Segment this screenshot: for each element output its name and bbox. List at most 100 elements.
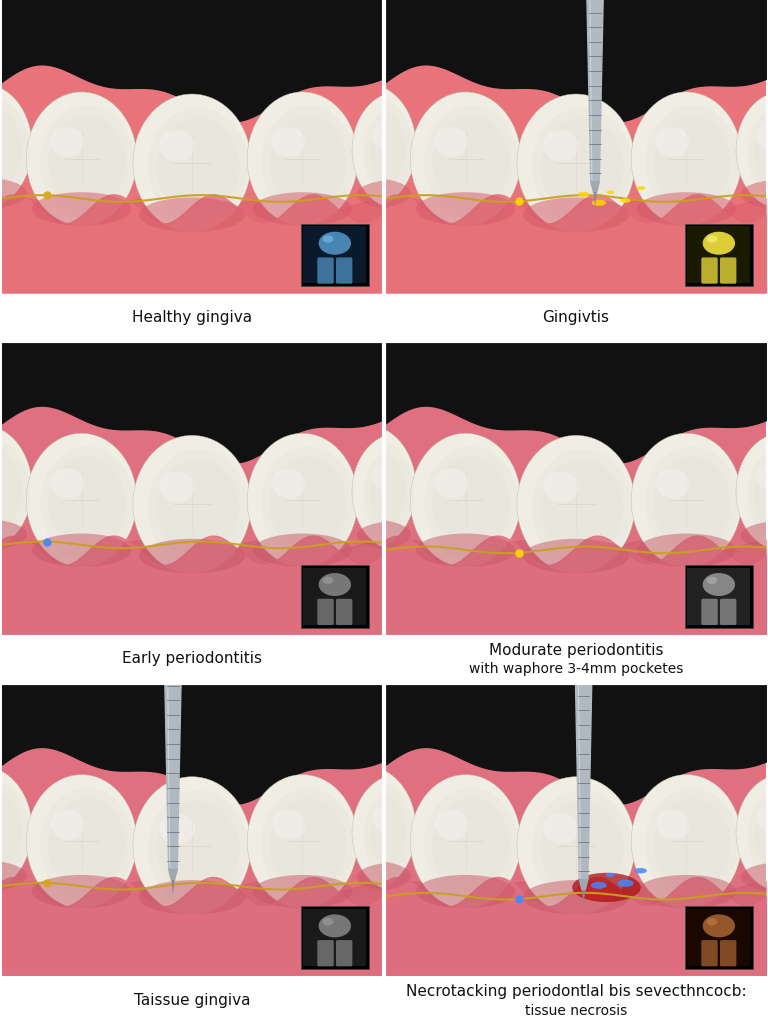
Ellipse shape [747,445,768,545]
Ellipse shape [747,786,768,886]
Polygon shape [164,662,181,869]
Ellipse shape [637,193,737,225]
Ellipse shape [317,425,416,550]
Ellipse shape [272,468,305,499]
Bar [687,226,750,284]
Ellipse shape [157,118,240,215]
Ellipse shape [435,468,468,499]
Ellipse shape [517,776,635,914]
Ellipse shape [247,774,358,908]
Bar [684,906,753,969]
Polygon shape [594,193,597,207]
Text: tissue necrosis: tissue necrosis [525,1004,627,1018]
Ellipse shape [352,774,443,892]
FancyBboxPatch shape [317,599,334,625]
Ellipse shape [754,454,768,536]
Ellipse shape [139,198,245,231]
Ellipse shape [607,190,614,194]
Ellipse shape [754,795,768,877]
Bar [687,568,750,625]
Ellipse shape [270,798,346,892]
Ellipse shape [337,788,406,876]
Ellipse shape [319,231,351,255]
Ellipse shape [703,914,735,937]
Ellipse shape [51,468,84,499]
Ellipse shape [415,534,515,567]
Ellipse shape [48,116,126,209]
FancyBboxPatch shape [701,257,718,284]
Ellipse shape [337,446,406,535]
FancyBboxPatch shape [701,940,718,967]
Ellipse shape [370,795,434,877]
Text: Necrotacking periodontlal bis sevecthncocb:: Necrotacking periodontlal bis sevecthnco… [406,984,746,999]
Ellipse shape [0,96,29,203]
Ellipse shape [329,96,413,203]
FancyBboxPatch shape [701,599,718,625]
FancyBboxPatch shape [336,940,353,967]
Ellipse shape [329,779,413,886]
Ellipse shape [645,788,739,902]
Ellipse shape [740,862,768,892]
Ellipse shape [435,810,468,840]
Ellipse shape [160,130,195,161]
Ellipse shape [703,231,735,255]
Ellipse shape [247,92,358,225]
Ellipse shape [0,788,22,876]
Ellipse shape [133,94,251,231]
Ellipse shape [415,193,515,225]
Ellipse shape [703,573,735,596]
Ellipse shape [339,117,369,144]
Ellipse shape [631,92,742,225]
Ellipse shape [736,92,768,209]
Ellipse shape [631,774,742,908]
Ellipse shape [48,457,126,550]
Ellipse shape [356,521,439,550]
Ellipse shape [372,805,400,831]
Ellipse shape [363,103,441,203]
Ellipse shape [740,179,768,209]
Ellipse shape [40,788,134,902]
Ellipse shape [631,433,742,567]
FancyBboxPatch shape [317,257,334,284]
Ellipse shape [0,84,32,209]
Bar [687,909,750,966]
Bar [684,223,753,287]
Ellipse shape [147,108,248,225]
Ellipse shape [322,860,411,892]
Ellipse shape [707,918,717,926]
Ellipse shape [270,457,346,550]
Ellipse shape [740,521,768,550]
Ellipse shape [139,539,245,573]
Bar [300,906,369,969]
Polygon shape [575,662,592,880]
Ellipse shape [415,874,515,908]
Ellipse shape [541,460,624,556]
Ellipse shape [356,862,439,892]
Ellipse shape [323,918,333,926]
Polygon shape [169,869,177,880]
Ellipse shape [0,105,22,194]
Ellipse shape [637,534,737,567]
Text: with waphore 3-4mm pocketes: with waphore 3-4mm pocketes [468,663,684,676]
Ellipse shape [541,118,624,215]
Ellipse shape [578,191,589,197]
Ellipse shape [272,127,305,157]
Bar [303,226,366,284]
Ellipse shape [160,813,195,844]
Ellipse shape [253,534,353,567]
Ellipse shape [253,193,353,225]
Ellipse shape [370,113,434,195]
Bar [303,909,366,966]
Ellipse shape [261,788,355,902]
Ellipse shape [272,810,305,840]
Ellipse shape [656,810,689,840]
Text: Early periodontitis: Early periodontitis [122,651,262,667]
Ellipse shape [654,457,730,550]
Ellipse shape [363,445,441,545]
Bar [300,565,369,628]
Polygon shape [171,880,174,895]
Ellipse shape [523,880,629,914]
Ellipse shape [424,788,518,902]
Ellipse shape [323,236,333,243]
Ellipse shape [317,84,416,209]
